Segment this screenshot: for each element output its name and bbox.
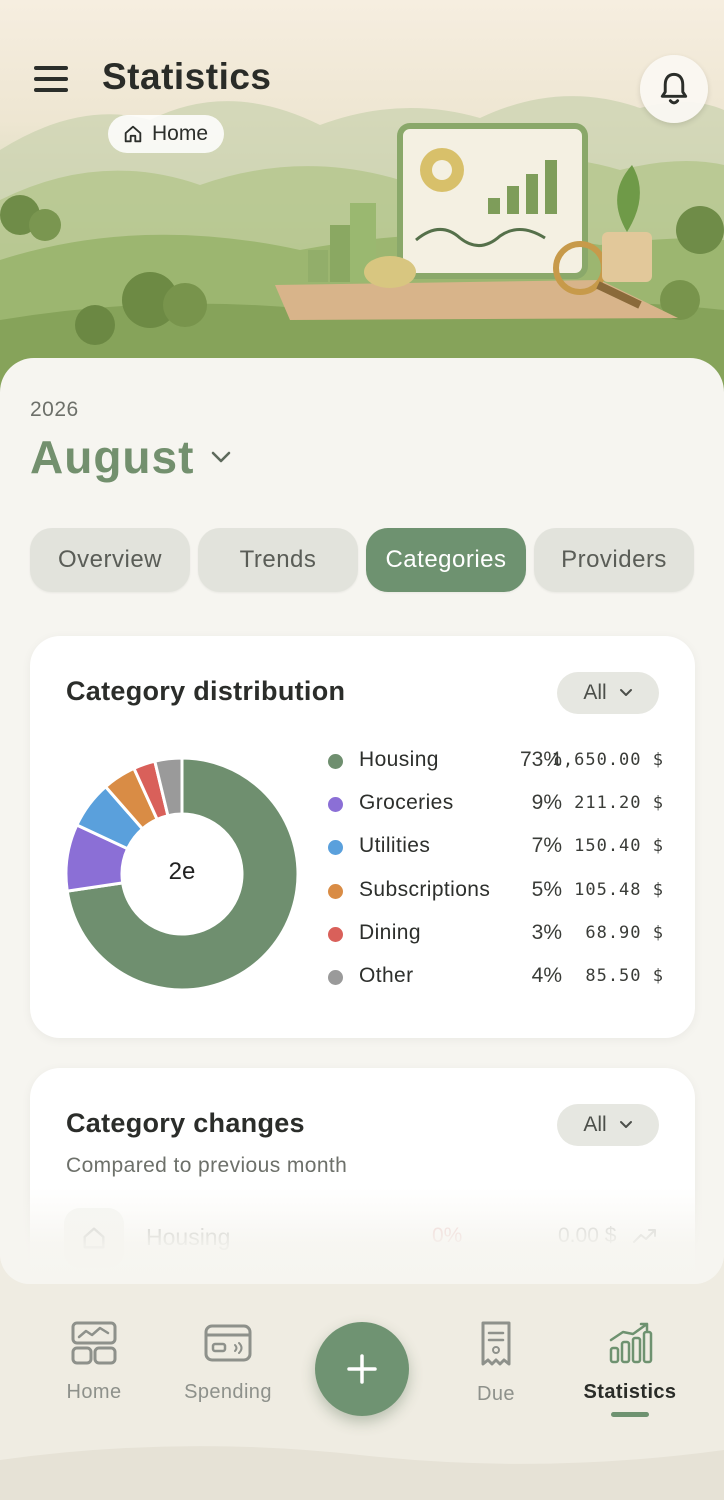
nav-due[interactable]: Due bbox=[436, 1320, 556, 1406]
chevron-down-icon bbox=[619, 1121, 632, 1128]
legend-name: Utilities bbox=[359, 834, 431, 858]
legend-dot bbox=[328, 797, 343, 813]
donut-center-label: 2e bbox=[168, 858, 196, 885]
nav-label: Due bbox=[477, 1383, 515, 1405]
receipt-icon bbox=[481, 1321, 511, 1366]
legend-dot bbox=[328, 754, 343, 769]
home-icon bbox=[124, 125, 142, 143]
tab-trends[interactable]: Trends bbox=[198, 528, 358, 592]
legend-percent: 5% bbox=[531, 877, 562, 901]
legend-name: Groceries bbox=[359, 791, 454, 815]
legend-amount: 105.48 $ bbox=[574, 879, 664, 900]
month-label: August bbox=[30, 431, 195, 483]
filter-label: All bbox=[583, 681, 607, 704]
legend-dot bbox=[328, 969, 343, 985]
bar-chart-icon bbox=[609, 1322, 653, 1364]
trend-up-icon bbox=[633, 1229, 656, 1243]
legend-percent: 3% bbox=[531, 920, 562, 944]
legend-dot bbox=[328, 840, 343, 856]
nav-label: Home bbox=[66, 1381, 122, 1403]
legend-row-other[interactable]: Other 4% 85.50 $ bbox=[326, 956, 666, 999]
card-title: Category changes bbox=[66, 1108, 305, 1138]
legend-amount: 68.90 $ bbox=[585, 922, 664, 943]
chevron-down-icon bbox=[619, 689, 632, 696]
breadcrumb-label: Home bbox=[152, 122, 209, 145]
add-button[interactable] bbox=[315, 1322, 409, 1416]
legend-name: Housing bbox=[359, 748, 439, 771]
content-sheet: 2026 August Overview Trends Categories P… bbox=[0, 358, 724, 1284]
active-tab-indicator bbox=[611, 1412, 649, 1417]
tab-overview[interactable]: Overview bbox=[30, 528, 190, 592]
chevron-down-icon bbox=[212, 451, 231, 463]
legend: Housing 73% 1,650.00 $ Groceries 9% 211.… bbox=[326, 740, 666, 999]
bell-icon bbox=[660, 72, 688, 105]
year-label: 2026 bbox=[30, 398, 79, 421]
legend-dot bbox=[328, 883, 343, 899]
card-icon bbox=[204, 1324, 252, 1362]
category-distribution-card: Category distribution All 2e Housing 73%… bbox=[30, 636, 695, 1038]
legend-amount: 1,650.00 $ bbox=[551, 750, 664, 770]
legend-row-groceries[interactable]: Groceries 9% 211.20 $ bbox=[326, 783, 666, 826]
tab-providers[interactable]: Providers bbox=[534, 528, 694, 592]
legend-row-dining[interactable]: Dining 3% 68.90 $ bbox=[326, 913, 666, 956]
legend-dot bbox=[328, 926, 343, 942]
change-amount: 0.00 $ bbox=[558, 1224, 617, 1247]
breadcrumb-home[interactable]: Home bbox=[108, 115, 225, 153]
legend-name: Other bbox=[359, 963, 414, 987]
legend-amount: 150.40 $ bbox=[574, 836, 664, 857]
nav-spending[interactable]: Spending bbox=[168, 1320, 288, 1404]
house-icon bbox=[64, 1208, 124, 1268]
legend-name: Subscriptions bbox=[359, 877, 491, 901]
nav-label: Statistics bbox=[583, 1381, 677, 1403]
tab-bar: Overview Trends Categories Providers bbox=[30, 528, 694, 592]
menu-icon[interactable] bbox=[34, 66, 68, 92]
filter-label: All bbox=[583, 1113, 607, 1136]
legend-percent: 9% bbox=[531, 791, 562, 815]
changes-filter[interactable]: All bbox=[557, 1104, 659, 1146]
nav-statistics[interactable]: Statistics bbox=[570, 1320, 690, 1404]
donut-slice-housing[interactable] bbox=[65, 756, 300, 992]
legend-percent: 7% bbox=[531, 834, 562, 858]
bottom-wave-decoration bbox=[0, 1446, 724, 1500]
change-row-housing[interactable]: Housing 0% 0.00 $ bbox=[64, 1208, 664, 1268]
legend-row-housing[interactable]: Housing 73% 1,650.00 $ bbox=[326, 740, 666, 783]
donut-slice-other[interactable] bbox=[153, 756, 184, 818]
legend-percent: 73% bbox=[519, 748, 562, 771]
legend-amount: 211.20 $ bbox=[574, 793, 664, 814]
category-changes-card: Category changes Compared to previous mo… bbox=[30, 1068, 695, 1284]
page-title: Statistics bbox=[102, 56, 272, 97]
notifications-button[interactable] bbox=[640, 55, 708, 123]
legend-name: Dining bbox=[359, 920, 421, 944]
card-title: Category distribution bbox=[66, 676, 346, 706]
plus-icon bbox=[347, 1354, 377, 1384]
hero-banner: Statistics Home bbox=[0, 0, 724, 400]
distribution-filter[interactable]: All bbox=[557, 672, 659, 714]
dashboard-icon bbox=[71, 1321, 117, 1365]
nav-label: Spending bbox=[184, 1381, 272, 1403]
donut-chart bbox=[64, 756, 300, 992]
legend-amount: 85.50 $ bbox=[585, 965, 664, 986]
legend-percent: 4% bbox=[531, 963, 562, 987]
tab-categories[interactable]: Categories bbox=[366, 528, 526, 592]
change-percent: 0% bbox=[432, 1224, 463, 1247]
change-name: Housing bbox=[146, 1224, 231, 1250]
month-selector[interactable]: August bbox=[30, 430, 232, 484]
card-subtitle: Compared to previous month bbox=[66, 1154, 348, 1177]
legend-row-subscriptions[interactable]: Subscriptions 5% 105.48 $ bbox=[326, 870, 666, 913]
legend-row-utilities[interactable]: Utilities 7% 150.40 $ bbox=[326, 826, 666, 869]
nav-home[interactable]: Home bbox=[34, 1320, 154, 1404]
